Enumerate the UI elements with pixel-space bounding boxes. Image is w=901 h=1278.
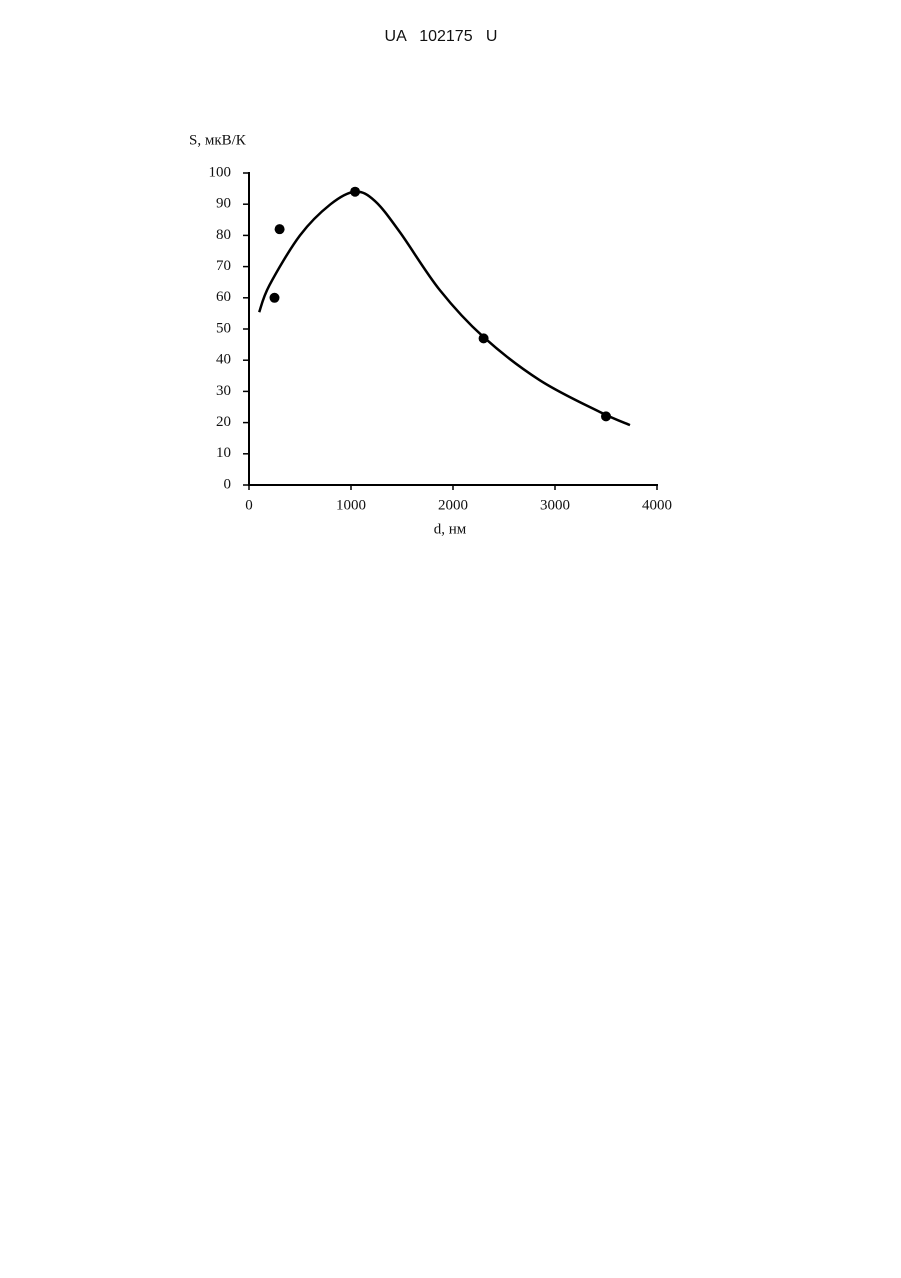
y-tick-label: 50 xyxy=(216,320,231,336)
x-tick-label: 1000 xyxy=(336,497,366,513)
y-tick-label: 20 xyxy=(216,414,231,430)
y-tick-label: 10 xyxy=(216,445,231,461)
y-tick-label: 40 xyxy=(216,352,231,368)
x-tick-label: 0 xyxy=(245,497,253,513)
data-point xyxy=(270,293,280,303)
x-tick-label: 2000 xyxy=(438,497,468,513)
y-tick-label: 80 xyxy=(216,227,231,243)
x-tick-label: 3000 xyxy=(540,497,570,513)
y-tick-label: 60 xyxy=(216,289,231,305)
fit-curve xyxy=(259,192,630,425)
y-tick-label: 70 xyxy=(216,258,231,274)
page: UA 102175 U S, мкВ/К d, нм 0 10 20 30 40 50 60… xyxy=(0,0,901,1273)
header-title: UA 102175 U xyxy=(385,28,498,45)
y-tick-label: 30 xyxy=(216,383,231,399)
x-axis-label: d, нм xyxy=(434,521,467,537)
y-tick-label: 90 xyxy=(216,196,231,212)
y-tick-label: 100 xyxy=(209,164,232,180)
x-tick-label: 4000 xyxy=(642,497,672,513)
y-tick-label: 0 xyxy=(224,476,232,492)
data-point xyxy=(275,224,285,234)
y-axis-label: S, мкВ/К xyxy=(189,132,247,148)
